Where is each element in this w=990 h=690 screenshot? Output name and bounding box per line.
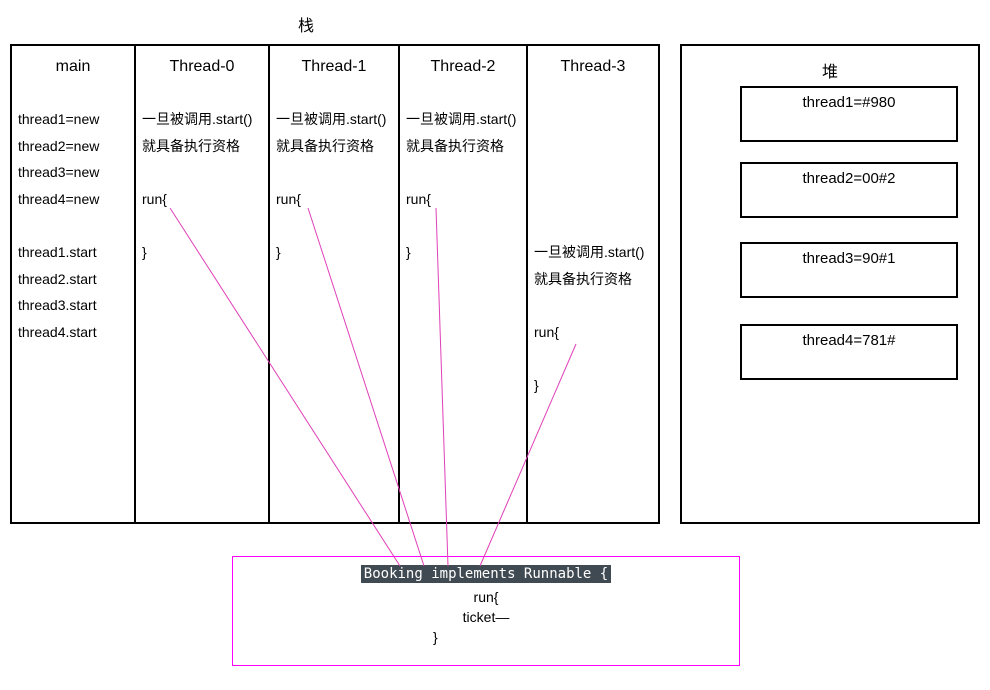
heap-box-thread1: thread1=#980 [740,86,958,142]
stack-title: 栈 [298,12,314,36]
thread2-line: 一旦被调用.start() [406,106,520,133]
thread3-line: run{ [534,319,652,346]
column-thread0-body: 一旦被调用.start() 就具备执行资格 run{ } [136,76,268,274]
column-thread3-header: Thread-3 [528,46,658,76]
main-line: thread2=new [18,133,128,160]
runnable-body-line: } [233,629,739,645]
column-main-header: main [12,46,134,76]
main-line: thread1.start [18,239,128,266]
thread2-line [406,159,520,186]
column-thread2-body: 一旦被调用.start() 就具备执行资格 run{ } [400,76,526,274]
thread1-line: } [276,239,392,266]
heap-title: 堆 [682,46,978,82]
thread0-line [142,212,262,239]
thread3-line: 就具备执行资格 [534,266,652,293]
thread3-line [534,159,652,186]
column-thread2: Thread-2 一旦被调用.start() 就具备执行资格 run{ } [398,44,528,524]
main-line: thread3.start [18,292,128,319]
runnable-body-line: run{ [233,589,739,605]
runnable-body-line: ticket— [233,609,739,625]
thread1-line [276,212,392,239]
thread0-line: } [142,239,262,266]
thread1-line [276,159,392,186]
thread3-line [534,345,652,372]
thread1-line: 就具备执行资格 [276,133,392,160]
thread0-line: run{ [142,186,262,213]
runnable-code-line: Booking implements Runnable { [361,565,611,583]
thread0-line: 一旦被调用.start() [142,106,262,133]
main-line [18,212,128,239]
thread2-line: run{ [406,186,520,213]
thread3-line [534,106,652,133]
column-thread1-body: 一旦被调用.start() 就具备执行资格 run{ } [270,76,398,274]
thread3-line [534,292,652,319]
column-thread3: Thread-3 一旦被调用.start() 就具备执行资格 run{ } [526,44,660,524]
thread3-line [534,133,652,160]
main-line: thread4.start [18,319,128,346]
column-thread3-body: 一旦被调用.start() 就具备执行资格 run{ } [528,76,658,407]
thread3-line: } [534,372,652,399]
main-line: thread2.start [18,266,128,293]
thread3-line [534,186,652,213]
column-main-body: thread1=new thread2=new thread3=new thre… [12,76,134,353]
main-line: thread1=new [18,106,128,133]
thread3-line: 一旦被调用.start() [534,239,652,266]
thread0-line: 就具备执行资格 [142,133,262,160]
column-thread2-header: Thread-2 [400,46,526,76]
main-line: thread4=new [18,186,128,213]
thread2-line: 就具备执行资格 [406,133,520,160]
column-main: main thread1=new thread2=new thread3=new… [10,44,136,524]
thread1-line: 一旦被调用.start() [276,106,392,133]
thread0-line [142,159,262,186]
thread1-line: run{ [276,186,392,213]
column-thread0: Thread-0 一旦被调用.start() 就具备执行资格 run{ } [134,44,270,524]
heap-box-thread4: thread4=781# [740,324,958,380]
thread2-line [406,212,520,239]
column-thread1: Thread-1 一旦被调用.start() 就具备执行资格 run{ } [268,44,400,524]
thread3-line [534,212,652,239]
column-thread0-header: Thread-0 [136,46,268,76]
heap-box-thread3: thread3=90#1 [740,242,958,298]
column-thread1-header: Thread-1 [270,46,398,76]
heap-box-thread2: thread2=00#2 [740,162,958,218]
runnable-box: Booking implements Runnable { run{ ticke… [232,556,740,666]
main-line: thread3=new [18,159,128,186]
thread2-line: } [406,239,520,266]
